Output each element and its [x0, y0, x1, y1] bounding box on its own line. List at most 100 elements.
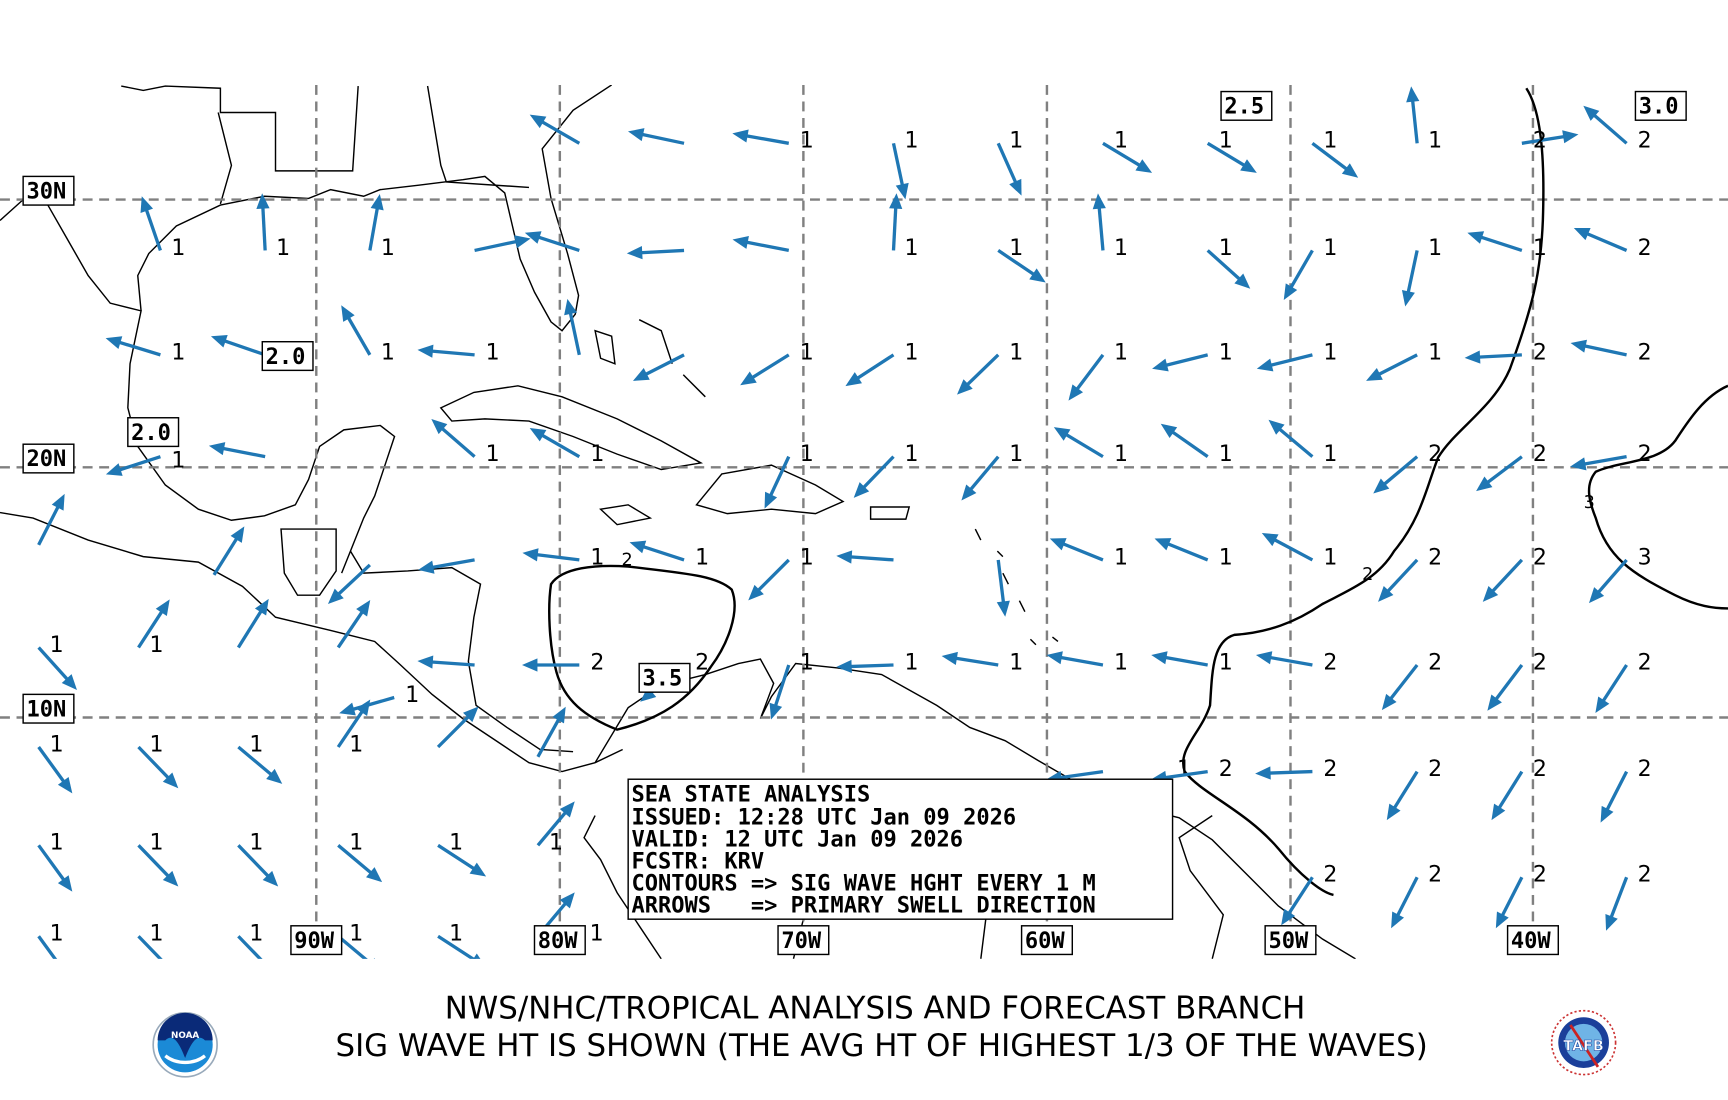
wave-height-value: 1 [1323, 129, 1337, 154]
swell-arrow: 1 [341, 305, 395, 365]
swell-arrow: 1 [853, 442, 919, 498]
arrow-head [1046, 651, 1063, 665]
wave-height-value: 1 [349, 732, 363, 757]
swell-arrow: 1 [337, 831, 383, 883]
swell-arrow: 1 [1046, 650, 1128, 675]
wave-height-value: 1 [1114, 129, 1128, 154]
swell-arrow: 1 [845, 340, 919, 387]
arrow-head [895, 182, 909, 200]
arrow-shaft [1410, 94, 1419, 144]
wave-height-value: 1 [1533, 236, 1547, 261]
arrow-shaft [426, 348, 475, 357]
swell-arrow: 1 [37, 633, 77, 691]
arrow-shaft [536, 713, 563, 758]
wave-height-value: 1 [449, 831, 463, 856]
swell-arrow: 1 [368, 193, 395, 261]
arrow-shaft [1159, 654, 1208, 667]
arrow-head [1467, 231, 1485, 244]
swell-arrow: 1 [339, 683, 419, 716]
swell-arrow: 2 [1482, 545, 1547, 602]
arrow-head [105, 336, 123, 349]
arrow-shaft [1482, 455, 1523, 488]
swell-arrow [529, 114, 581, 145]
arrow-head [1341, 163, 1359, 178]
arrow-head [256, 193, 270, 209]
swell-arrow: 2 [1391, 863, 1442, 929]
arrow-shaft [997, 249, 1040, 279]
arrow-shaft [113, 339, 161, 357]
wave-height-value: 2 [1533, 442, 1547, 467]
arrow-shaft [746, 353, 790, 382]
arrow-shaft [437, 934, 476, 959]
wave-height-value: 2 [1533, 545, 1547, 570]
wave-height-value: 1 [800, 129, 814, 154]
wave-height-value: 1 [590, 922, 604, 947]
lon-label-50w: 50W [1268, 929, 1309, 954]
arrow-shaft [437, 843, 480, 874]
swell-arrow [836, 550, 894, 564]
arrow-head [740, 371, 757, 386]
arrow-shaft [237, 935, 263, 959]
swell-arrow: 1 [1256, 340, 1337, 372]
arrow-head [51, 493, 65, 511]
arrow-shaft [1603, 770, 1629, 816]
wave-height-value: 1 [381, 236, 395, 261]
arrow-shaft [536, 430, 581, 459]
swell-arrow [474, 235, 531, 253]
lon-label-70w: 70W [781, 929, 822, 954]
arrow-shaft [436, 711, 474, 749]
wave-height-value: 1 [50, 633, 64, 658]
arrow-shaft [891, 142, 906, 192]
swell-arrow: 1 [1401, 236, 1442, 307]
arrow-head [327, 588, 344, 604]
arrow-shaft [1385, 663, 1419, 705]
wave-height-value: 1 [1219, 236, 1233, 261]
arrow-shaft [996, 559, 1006, 609]
max-wave-boxes: 2.5 3.0 2.0 2.0 3.5 [127, 90, 1687, 693]
swell-arrow: 1 [237, 831, 279, 887]
arrow-shaft [1102, 141, 1146, 170]
swell-arrow [536, 706, 566, 758]
arrow-shaft [1475, 233, 1523, 253]
tafb-logo-icon: TAFB [1550, 1009, 1617, 1076]
arrow-head [61, 674, 77, 691]
value-box: 2.5 [1224, 95, 1264, 120]
value-box: 2.0 [131, 421, 171, 446]
swell-arrow: 2 [1600, 757, 1652, 823]
arrow-shaft [1206, 249, 1245, 285]
arrow-head [996, 600, 1010, 617]
wave-height-value: 1 [249, 922, 263, 947]
wave-height-value: 1 [171, 340, 185, 365]
swell-arrow [996, 559, 1010, 617]
swell-arrow: 2 [1491, 757, 1547, 821]
arrow-head [1281, 908, 1296, 926]
arrow-shaft [1393, 876, 1419, 922]
arrow-shaft [1160, 353, 1209, 369]
swell-arrow: 1 [891, 129, 919, 200]
wave-height-value: 2 [590, 650, 604, 675]
wave-height-value: 2 [1638, 863, 1652, 888]
wave-height-value: 1 [1323, 545, 1337, 570]
arrow-head [552, 706, 566, 724]
wave-height-value: 1 [1323, 236, 1337, 261]
info-forecaster: FCSTR: KRV [631, 849, 764, 874]
arrow-head [1154, 538, 1172, 551]
swell-arrow [417, 655, 475, 669]
arrow-head [263, 962, 278, 978]
arrow-head [1049, 538, 1067, 551]
arrow-shaft [772, 664, 791, 712]
wave-height-value: 1 [1009, 340, 1023, 365]
wave-height-value: 1 [590, 545, 604, 570]
arrow-shaft [851, 353, 895, 383]
arrow-head [564, 298, 578, 316]
arrow-head [1570, 457, 1587, 471]
wave-height-value: 2 [1428, 863, 1442, 888]
arrow-shaft [336, 606, 367, 649]
arrow-shaft [844, 663, 894, 669]
arrow-head [1151, 651, 1168, 665]
arrow-head [208, 442, 226, 456]
swell-arrow: 1 [1068, 340, 1128, 401]
wave-height-value: 2 [1638, 129, 1652, 154]
arrow-shaft [1491, 663, 1524, 705]
arrow-head [732, 235, 749, 249]
